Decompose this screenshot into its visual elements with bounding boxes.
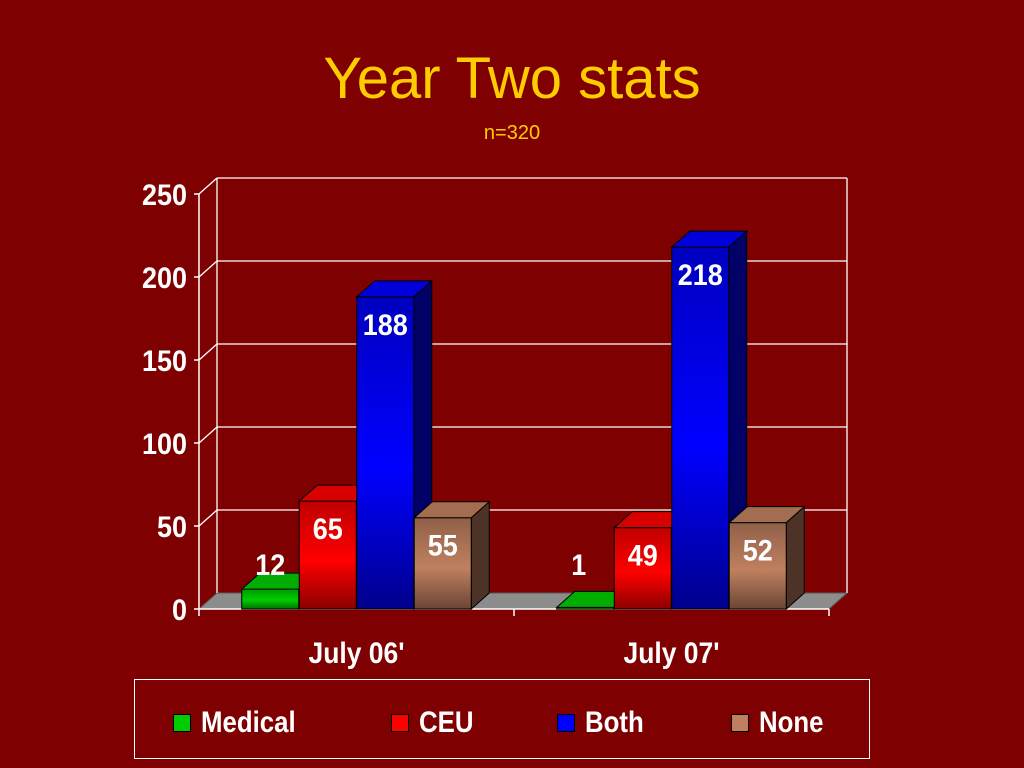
y-tick-label-50: 50	[157, 511, 187, 544]
side-gridline-50	[198, 509, 218, 527]
bar-both-july-07-front	[671, 246, 730, 610]
bar-chart: 0 50 100 150 200 250 July 06' July 07' 12 65 188 5…	[142, 177, 849, 670]
side-gridline-150	[198, 343, 218, 361]
bar-none-july-06-side	[470, 500, 490, 611]
y-tick-label-150: 150	[142, 345, 187, 378]
side-gridline-200	[198, 260, 218, 278]
chart-subtitle: n=320	[483, 122, 541, 144]
axes: 0 50 100 150 200 250 July 06' July 07'	[142, 179, 830, 670]
data-label-medical-july-06: 12	[255, 549, 285, 582]
legend-label-both: Both	[585, 706, 644, 739]
data-label-medical-july-07: 1	[571, 549, 586, 582]
side-gridline-100	[198, 426, 218, 444]
x-tick-label-july-06: July 06'	[309, 637, 405, 670]
y-tick-label-0: 0	[172, 594, 187, 627]
legend: Medical CEU Both None	[134, 679, 870, 759]
y-tick-label-200: 200	[142, 262, 187, 295]
bar-none-july-07	[727, 505, 806, 611]
legend-item-medical: Medical	[173, 706, 311, 739]
bar-both-july-07	[670, 230, 749, 611]
legend-swatch-none	[731, 714, 749, 732]
legend-swatch-medical	[173, 714, 191, 732]
data-label-ceu-july-07: 49	[628, 540, 658, 573]
chart-title: Year Two stats	[323, 46, 701, 111]
bars	[240, 230, 806, 611]
bar-both-july-07-top	[670, 230, 749, 248]
bar-ceu-july-07-front	[613, 527, 672, 610]
bar-none-july-06	[412, 500, 491, 611]
side-gridline-250	[198, 177, 218, 195]
y-tick-label-100: 100	[142, 428, 187, 461]
legend-swatch-ceu	[391, 714, 409, 732]
data-labels: 12 65 188 55 1 49 218 52	[255, 259, 773, 582]
data-label-both-july-07: 218	[678, 259, 723, 292]
legend-label-ceu: CEU	[419, 706, 474, 739]
legend-label-medical: Medical	[201, 706, 296, 739]
x-tick-label-july-07: July 07'	[624, 637, 720, 670]
legend-label-none: None	[759, 706, 824, 739]
bar-both-july-06-front	[356, 296, 415, 610]
bar-medical-july-06-front	[241, 588, 300, 610]
bar-none-july-07-side	[785, 505, 805, 611]
legend-swatch-both	[557, 714, 575, 732]
legend-item-both: Both	[557, 706, 653, 739]
legend-item-ceu: CEU	[391, 706, 482, 739]
data-label-ceu-july-06: 65	[313, 513, 343, 546]
bar-none-july-06-front	[413, 517, 472, 610]
bar-both-july-06-top	[355, 280, 434, 298]
bar-ceu-july-06-front	[298, 500, 357, 610]
bar-none-july-06-top	[412, 501, 491, 519]
y-tick-label-250: 250	[142, 179, 187, 212]
bar-none-july-07-top	[727, 506, 806, 524]
data-label-both-july-06: 188	[363, 309, 408, 342]
data-label-none-july-06: 55	[428, 530, 458, 563]
data-label-none-july-07: 52	[743, 535, 773, 568]
bar-none-july-07-front	[728, 522, 787, 610]
legend-item-none: None	[731, 706, 834, 739]
